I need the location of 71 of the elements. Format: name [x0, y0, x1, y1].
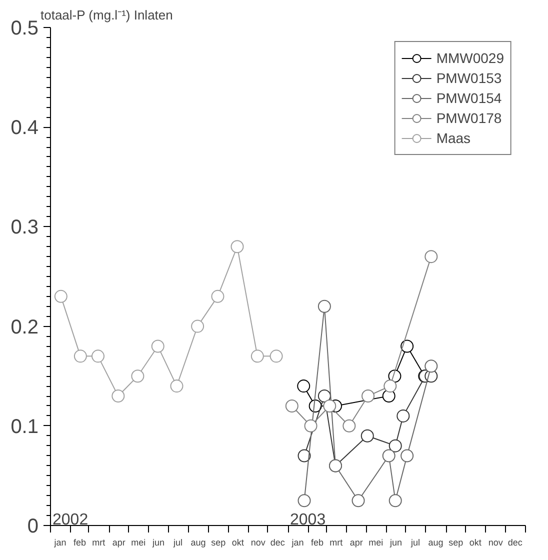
point: [400, 449, 414, 462]
x-tick-label: feb: [74, 538, 86, 548]
legend-label: PMW0154: [436, 90, 502, 106]
point: [360, 429, 374, 442]
x-tick-label: mrt: [92, 538, 106, 548]
point: [298, 449, 311, 462]
annotation: 2002: [52, 512, 88, 528]
point: [323, 399, 336, 412]
x-tick-label: aug: [428, 538, 444, 548]
point: [250, 350, 264, 363]
x-tick-label: sep: [211, 538, 226, 548]
point: [424, 360, 438, 373]
point: [362, 390, 375, 403]
point: [388, 494, 402, 508]
x-tick-label: mrt: [330, 538, 344, 548]
x-tick-label: aug: [190, 538, 206, 548]
y-tick-label: 0.4: [10, 117, 39, 140]
legend-label: PMW0178: [436, 110, 502, 126]
x-tick-label: apr: [350, 538, 363, 548]
point: [304, 419, 318, 432]
x-tick-label: dec: [270, 538, 286, 548]
x-tick-label: jan: [53, 538, 66, 548]
y-tick-label: 0.3: [10, 216, 39, 239]
x-tick-label: jun: [152, 538, 165, 548]
point: [352, 494, 365, 508]
point: [400, 340, 414, 353]
x-tick-label: feb: [311, 538, 324, 548]
x-tick-label: okt: [232, 538, 244, 548]
point: [112, 390, 125, 403]
point: [382, 449, 396, 462]
y-tick-label: 0: [27, 516, 38, 538]
point: [388, 439, 402, 452]
point: [298, 494, 311, 508]
point: [285, 399, 298, 412]
point: [270, 350, 283, 363]
point: [424, 250, 438, 264]
x-tick-label: jun: [389, 538, 402, 548]
legend-label: MMW0029: [436, 50, 504, 66]
point: [151, 340, 164, 353]
point: [170, 380, 184, 393]
x-tick-label: jul: [172, 538, 183, 548]
point: [92, 350, 104, 363]
x-tick-label: nov: [250, 538, 266, 548]
x-tick-label: apr: [112, 538, 126, 548]
point: [384, 380, 397, 393]
point: [318, 390, 331, 403]
y-tick-label: 0.5: [10, 18, 39, 40]
legend-label: Maas: [436, 130, 471, 146]
point: [396, 409, 410, 422]
point: [297, 380, 310, 393]
x-tick-label: jan: [290, 538, 304, 548]
point: [131, 370, 144, 383]
x-tick-label: nov: [488, 538, 504, 548]
chart-title: totaal-P (mg.l⁻¹) Inlaten: [40, 8, 173, 22]
point: [342, 419, 356, 432]
x-tick-label: dec: [508, 538, 523, 548]
point: [211, 290, 224, 303]
point: [191, 320, 204, 333]
x-tick-label: mei: [131, 538, 146, 548]
point: [74, 350, 87, 363]
y-tick-label: 0.1: [10, 416, 39, 438]
y-tick-label: 0.2: [10, 316, 39, 338]
x-tick-label: jul: [410, 538, 420, 548]
x-tick-label: mei: [368, 538, 384, 548]
legend-label: PMW0153: [436, 70, 502, 86]
point: [230, 240, 244, 254]
x-tick-label: sep: [448, 538, 464, 548]
x-tick-label: okt: [469, 538, 482, 548]
point: [318, 300, 331, 313]
point: [54, 290, 68, 303]
annotation: 2003: [290, 512, 326, 528]
